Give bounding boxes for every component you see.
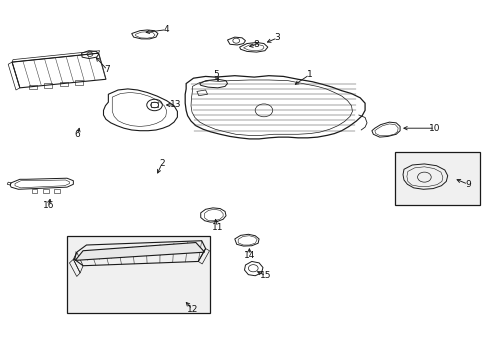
Text: 9: 9 — [465, 180, 470, 189]
Text: 5: 5 — [213, 70, 219, 79]
Text: 12: 12 — [186, 305, 198, 314]
Text: 1: 1 — [306, 70, 312, 79]
Text: 14: 14 — [243, 251, 255, 260]
Text: 7: 7 — [104, 66, 110, 75]
Text: 11: 11 — [212, 222, 223, 231]
Bar — [67, 236, 210, 313]
Bar — [394, 152, 479, 205]
Text: 3: 3 — [274, 33, 280, 42]
Text: 15: 15 — [260, 271, 271, 280]
Text: 13: 13 — [169, 100, 181, 109]
Text: 2: 2 — [159, 159, 164, 168]
Text: 8: 8 — [253, 40, 259, 49]
Text: 16: 16 — [43, 201, 54, 210]
Polygon shape — [75, 243, 204, 260]
Text: 6: 6 — [75, 130, 81, 139]
Text: 4: 4 — [163, 25, 169, 34]
Text: 10: 10 — [428, 124, 440, 133]
